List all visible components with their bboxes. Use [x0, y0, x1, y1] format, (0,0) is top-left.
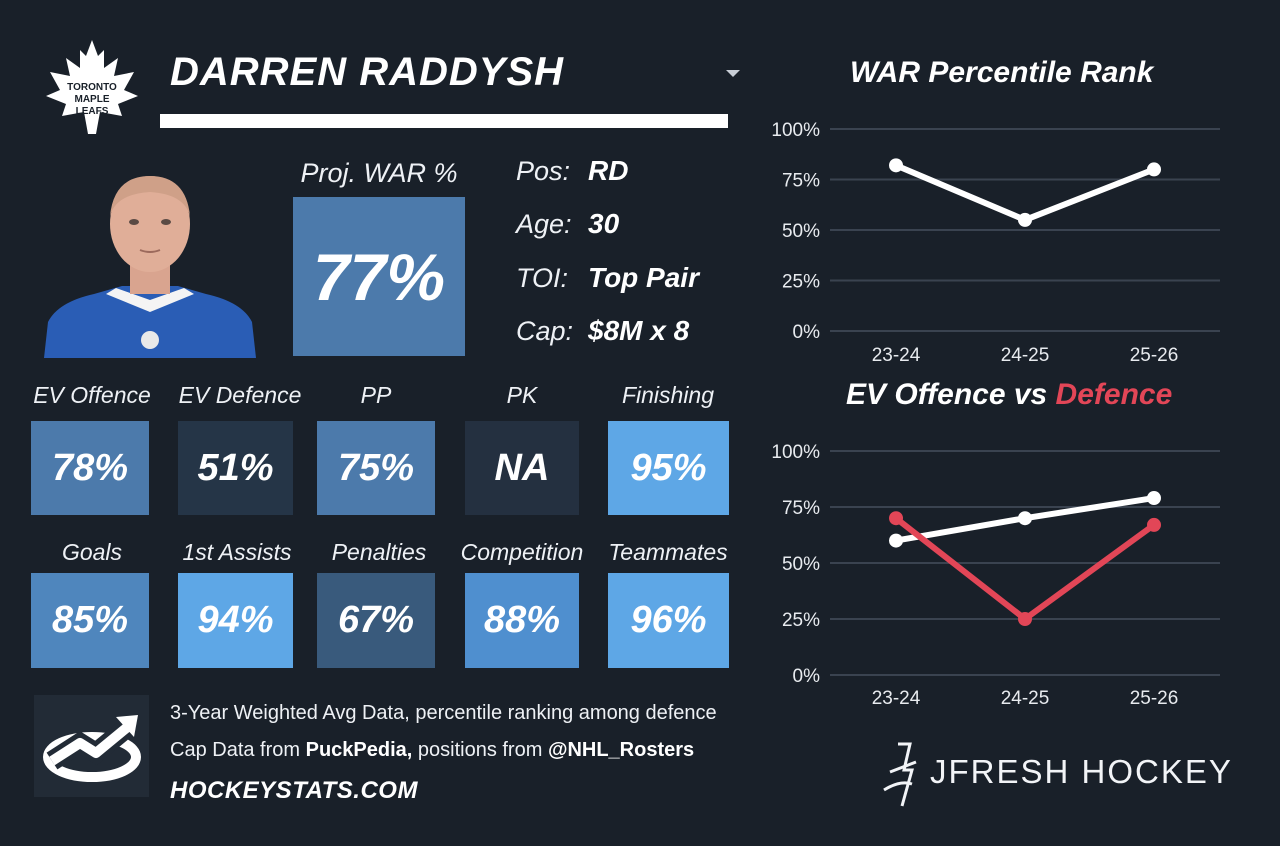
stat-box-ev-defence: 51% — [178, 421, 293, 515]
y-tick-label: 75% — [782, 171, 820, 192]
stat-label-teammates: Teammates — [608, 539, 728, 565]
stat-label-pk: PK — [506, 382, 538, 408]
cap-value: $8M x 8 — [588, 315, 690, 346]
player-photo — [44, 172, 256, 358]
logo-text-1: TORONTO — [67, 82, 117, 93]
y-tick-label: 75% — [782, 498, 820, 519]
data-point — [1147, 162, 1161, 177]
team-logo: TORONTO MAPLE LEAFS — [44, 38, 140, 138]
war-chart-title: WAR Percentile Rank — [850, 56, 1154, 89]
footer-source-puckpedia[interactable]: PuckPedia, — [305, 739, 413, 761]
stat-box-ev-offence: 78% — [31, 421, 149, 515]
x-tick-label: 25-26 — [1130, 345, 1179, 366]
data-point — [889, 158, 903, 173]
data-point — [1018, 212, 1032, 227]
data-point — [1018, 511, 1032, 526]
y-tick-label: 25% — [782, 272, 820, 293]
chevron-down-icon[interactable] — [726, 70, 740, 77]
data-point — [889, 533, 903, 548]
stat-box-finishing: 95% — [608, 421, 729, 515]
series-line — [894, 162, 1156, 223]
footer-source-handle[interactable]: @NHL_Rosters — [547, 739, 695, 761]
hockeystats-logo-icon — [34, 695, 149, 797]
jfresh-brand — [876, 740, 1236, 810]
stat-label-1st-assists: 1st Assists — [182, 539, 292, 565]
war-percentile-chart: 100% 75% 50% 25% 0% 23-24 24-25 25-26 — [771, 120, 1220, 366]
pos-label: Pos: — [516, 156, 571, 186]
jfresh-logo-icon — [883, 742, 917, 807]
data-point — [889, 511, 903, 526]
logo-text-2: MAPLE — [75, 94, 110, 105]
player-name: DARREN RADDYSH — [170, 50, 565, 94]
stat-box-teammates: 96% — [608, 573, 729, 668]
brand-text: JFRESH HOCKEY — [930, 753, 1233, 790]
stat-label-goals: Goals — [61, 539, 123, 565]
cap-label: Cap: — [516, 316, 574, 346]
stat-box-1st-assists: 94% — [178, 573, 293, 668]
pos-value: RD — [588, 155, 629, 186]
footer-source-prefix: Cap Data from — [170, 739, 306, 761]
x-tick-label: 24-25 — [1001, 688, 1050, 709]
footer-source-note: Cap Data from PuckPedia, positions from … — [170, 739, 694, 762]
ev-chart-title-part1: EV Offence vs — [846, 378, 1056, 411]
toi-label: TOI: — [516, 263, 569, 293]
y-tick-label: 0% — [793, 666, 821, 687]
footer-site[interactable]: HOCKEYSTATS.COM — [170, 777, 418, 804]
stat-label-ev-defence: EV Defence — [178, 382, 302, 408]
proj-war-value: 77% — [293, 197, 465, 356]
data-point — [1147, 491, 1161, 506]
stat-label-ev-offence: EV Offence — [33, 382, 151, 408]
stat-label-pp: PP — [360, 382, 392, 408]
y-tick-label: 25% — [782, 610, 820, 631]
stat-label-penalties: Penalties — [331, 539, 427, 565]
stat-box-pk: NA — [465, 421, 579, 515]
name-underline — [160, 114, 728, 128]
ev-chart-title-part2: Defence — [1055, 378, 1173, 411]
ev-chart-title: EV Offence vs Defence — [846, 378, 1172, 412]
y-tick-label: 50% — [782, 221, 820, 242]
stat-box-penalties: 67% — [317, 573, 435, 668]
ev-offence-defence-chart: 100% 75% 50% 25% 0% 23-24 24-25 25-26 — [771, 442, 1220, 709]
stat-box-pp: 75% — [317, 421, 435, 515]
x-tick-label: 23-24 — [872, 688, 921, 709]
footer-source-mid: positions from — [412, 739, 548, 761]
stat-label-competition: Competition — [460, 539, 584, 565]
stat-box-competition: 88% — [465, 573, 579, 668]
y-tick-label: 50% — [782, 554, 820, 575]
toi-value: Top Pair — [588, 262, 699, 293]
x-tick-label: 24-25 — [1001, 345, 1050, 366]
y-tick-label: 100% — [771, 120, 820, 141]
footer-data-note: 3-Year Weighted Avg Data, percentile ran… — [170, 702, 717, 724]
y-tick-label: 100% — [771, 442, 820, 463]
data-point — [1018, 612, 1032, 626]
age-label: Age: — [516, 209, 572, 239]
logo-text-3: LEAFS — [76, 106, 109, 117]
data-point — [1147, 517, 1161, 532]
stat-label-finishing: Finishing — [621, 382, 715, 408]
proj-war-label: Proj. WAR % — [300, 158, 458, 188]
x-tick-label: 23-24 — [872, 345, 921, 366]
age-value: 30 — [588, 208, 620, 239]
x-tick-label: 25-26 — [1130, 688, 1179, 709]
y-tick-label: 0% — [793, 322, 821, 343]
stat-box-goals: 85% — [31, 573, 149, 668]
